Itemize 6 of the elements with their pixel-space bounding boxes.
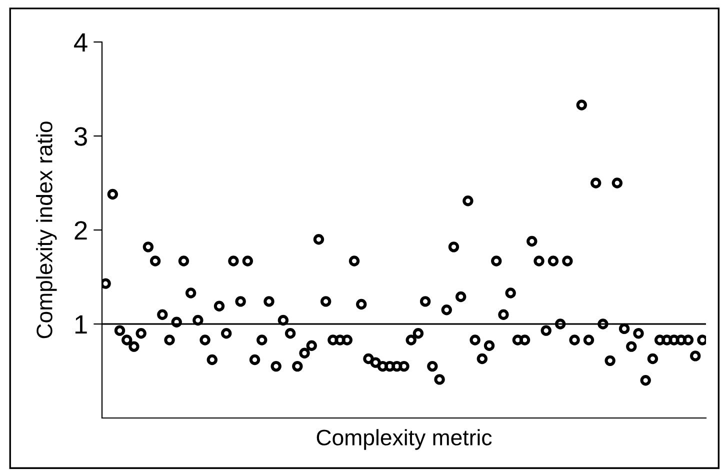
x-axis-title: Complexity metric (316, 429, 492, 450)
y-axis-title: Complexity index ratio (36, 122, 57, 338)
y-tick-label: 3 (74, 127, 87, 146)
y-tick-label: 4 (74, 33, 88, 52)
y-tick-label: 1 (75, 315, 87, 334)
y-tick-label: 2 (74, 221, 87, 240)
